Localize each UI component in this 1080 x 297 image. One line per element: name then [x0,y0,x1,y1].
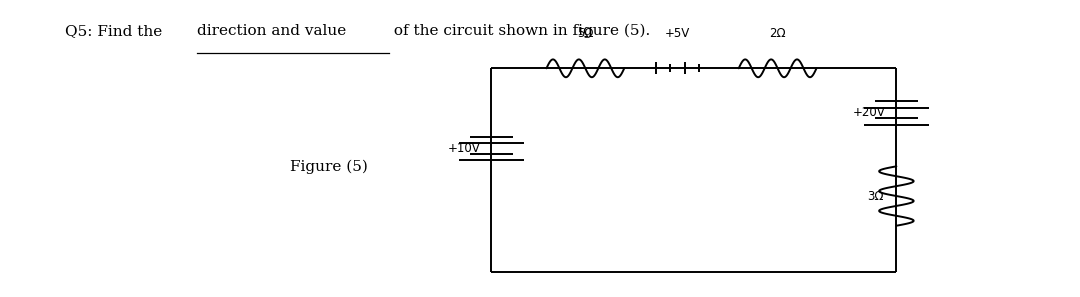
Text: of the circuit shown in figure (5).: of the circuit shown in figure (5). [389,24,650,38]
Text: 5Ω: 5Ω [577,27,594,40]
Text: 2Ω: 2Ω [769,27,786,40]
Text: Figure (5): Figure (5) [291,159,368,173]
Text: direction and value: direction and value [197,24,346,38]
Text: +5V: +5V [664,27,690,40]
Text: 3Ω: 3Ω [867,189,883,203]
Text: Q5: Find the: Q5: Find the [65,24,167,38]
Text: +10V: +10V [448,142,481,155]
Text: +20V: +20V [853,106,886,119]
